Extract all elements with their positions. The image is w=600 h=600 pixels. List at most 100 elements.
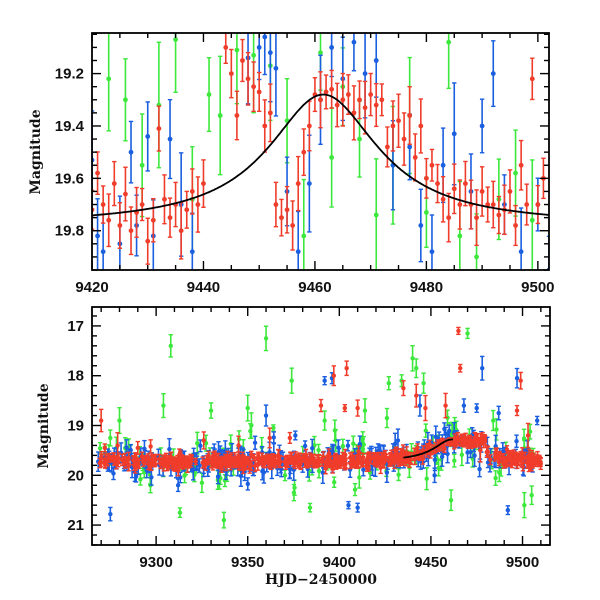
top-blue-point: [490, 40, 496, 108]
bottom-green-outlier: [245, 394, 250, 422]
bottom-red-point: [343, 458, 348, 469]
x-axis-title: HJD−2450000: [265, 572, 377, 588]
top-red-point: [318, 71, 323, 129]
bottom-x-tick-label: 9300: [139, 554, 172, 571]
bottom-red-point: [506, 451, 512, 460]
bottom-green-outlier: [108, 429, 113, 447]
bottom-red-point: [222, 453, 228, 467]
top-y-tick-label: 19.2: [55, 66, 84, 83]
bottom-blue-point: [345, 439, 351, 452]
top-y-tick-label: 19.8: [55, 223, 84, 240]
top-blue-point: [95, 198, 100, 270]
bottom-green-outlier: [263, 325, 269, 352]
bottom-red-outlier: [102, 443, 108, 453]
top-blue-point: [479, 98, 485, 154]
bottom-red-outlier: [148, 439, 153, 454]
top-blue-point: [295, 210, 301, 270]
bottom-red-outlier: [456, 326, 461, 336]
bottom-y-tick-label: 18: [67, 368, 84, 385]
top-red-point: [273, 181, 279, 228]
top-x-tick-label: 9420: [75, 279, 108, 296]
top-red-point: [446, 192, 452, 243]
top-blue-point: [128, 120, 134, 184]
top-red-point: [463, 160, 468, 207]
bottom-red-point: [257, 456, 262, 466]
top-red-point: [128, 206, 134, 256]
bottom-red-outlier: [115, 432, 120, 459]
top-green-point: [173, 33, 178, 94]
bottom-red-point: [467, 435, 472, 447]
bottom-red-outlier: [423, 394, 428, 422]
bottom-green-outlier: [414, 358, 419, 379]
top-red-point: [379, 83, 385, 117]
bottom-red-point: [122, 456, 128, 466]
bottom-red-point: [360, 452, 366, 462]
bottom-green-outlier: [384, 407, 390, 429]
top-red-point: [524, 183, 530, 226]
top-red-point: [201, 159, 206, 208]
top-red-point: [100, 185, 106, 224]
bottom-red-point: [189, 454, 194, 463]
top-x-tick-label: 9460: [298, 279, 331, 296]
bottom-blue-point: [271, 431, 276, 444]
top-blue-point: [262, 33, 268, 76]
top-red-point: [195, 176, 201, 233]
bottom-red-outlier: [478, 438, 483, 463]
bottom-green-outlier: [289, 367, 294, 394]
top-y-tick-label: 19.6: [55, 170, 84, 187]
top-red-point: [117, 202, 123, 249]
bottom-red-point: [289, 452, 295, 465]
top-red-point: [345, 74, 351, 116]
top-red-point: [496, 195, 502, 235]
top-green-point: [106, 33, 112, 132]
bottom-red-point: [153, 454, 158, 466]
top-red-point: [329, 69, 335, 109]
bottom-red-point: [354, 460, 359, 469]
bottom-red-point: [126, 459, 131, 472]
bottom-green-point: [331, 476, 337, 489]
bottom-red-point: [462, 435, 467, 447]
bottom-red-point: [518, 450, 523, 463]
bottom-blue-outlier: [534, 415, 540, 426]
top-red-point: [290, 200, 296, 251]
top-x-tick-label: 9440: [187, 279, 220, 296]
bottom-red-point: [282, 455, 287, 468]
top-red-point: [156, 105, 162, 152]
top-red-point: [256, 71, 262, 113]
top-green-point: [206, 56, 212, 133]
bottom-red-point: [331, 455, 336, 468]
bottom-green-outlier: [421, 372, 426, 394]
bottom-blue-outlier: [293, 430, 298, 441]
bottom-red-point: [393, 450, 398, 458]
bottom-red-point: [296, 456, 301, 468]
bottom-red-point: [228, 461, 233, 471]
bottom-green-outlier: [410, 344, 415, 372]
bottom-red-point: [159, 457, 164, 466]
bottom-red-point: [497, 451, 502, 460]
top-x-tick-label: 9500: [521, 279, 554, 296]
top-red-point: [245, 51, 251, 106]
top-red-point: [423, 157, 429, 199]
top-green-point: [217, 55, 223, 176]
bottom-blue-point: [446, 424, 452, 438]
top-red-point: [240, 38, 245, 83]
bottom-y-tick-label: 17: [67, 318, 84, 335]
bottom-blue-outlier: [322, 375, 327, 386]
bottom-red-point: [537, 454, 542, 466]
top-red-point: [451, 163, 457, 215]
bottom-red-point: [167, 456, 172, 468]
top-red-point: [150, 197, 156, 243]
bottom-blue-outlier: [355, 502, 360, 513]
bottom-red-point: [513, 456, 518, 466]
bottom-blue-outlier: [514, 367, 520, 389]
top-green-point: [373, 158, 379, 270]
bottom-green-point: [138, 472, 143, 486]
bottom-blue-point: [514, 434, 519, 449]
bottom-red-outlier: [98, 408, 104, 433]
top-blue-point: [518, 207, 524, 270]
bottom-red-point: [193, 457, 198, 466]
bottom-red-point: [142, 456, 147, 465]
bottom-red-point: [149, 458, 154, 472]
bottom-blue-point: [245, 477, 250, 491]
bottom-red-outlier: [287, 431, 293, 445]
